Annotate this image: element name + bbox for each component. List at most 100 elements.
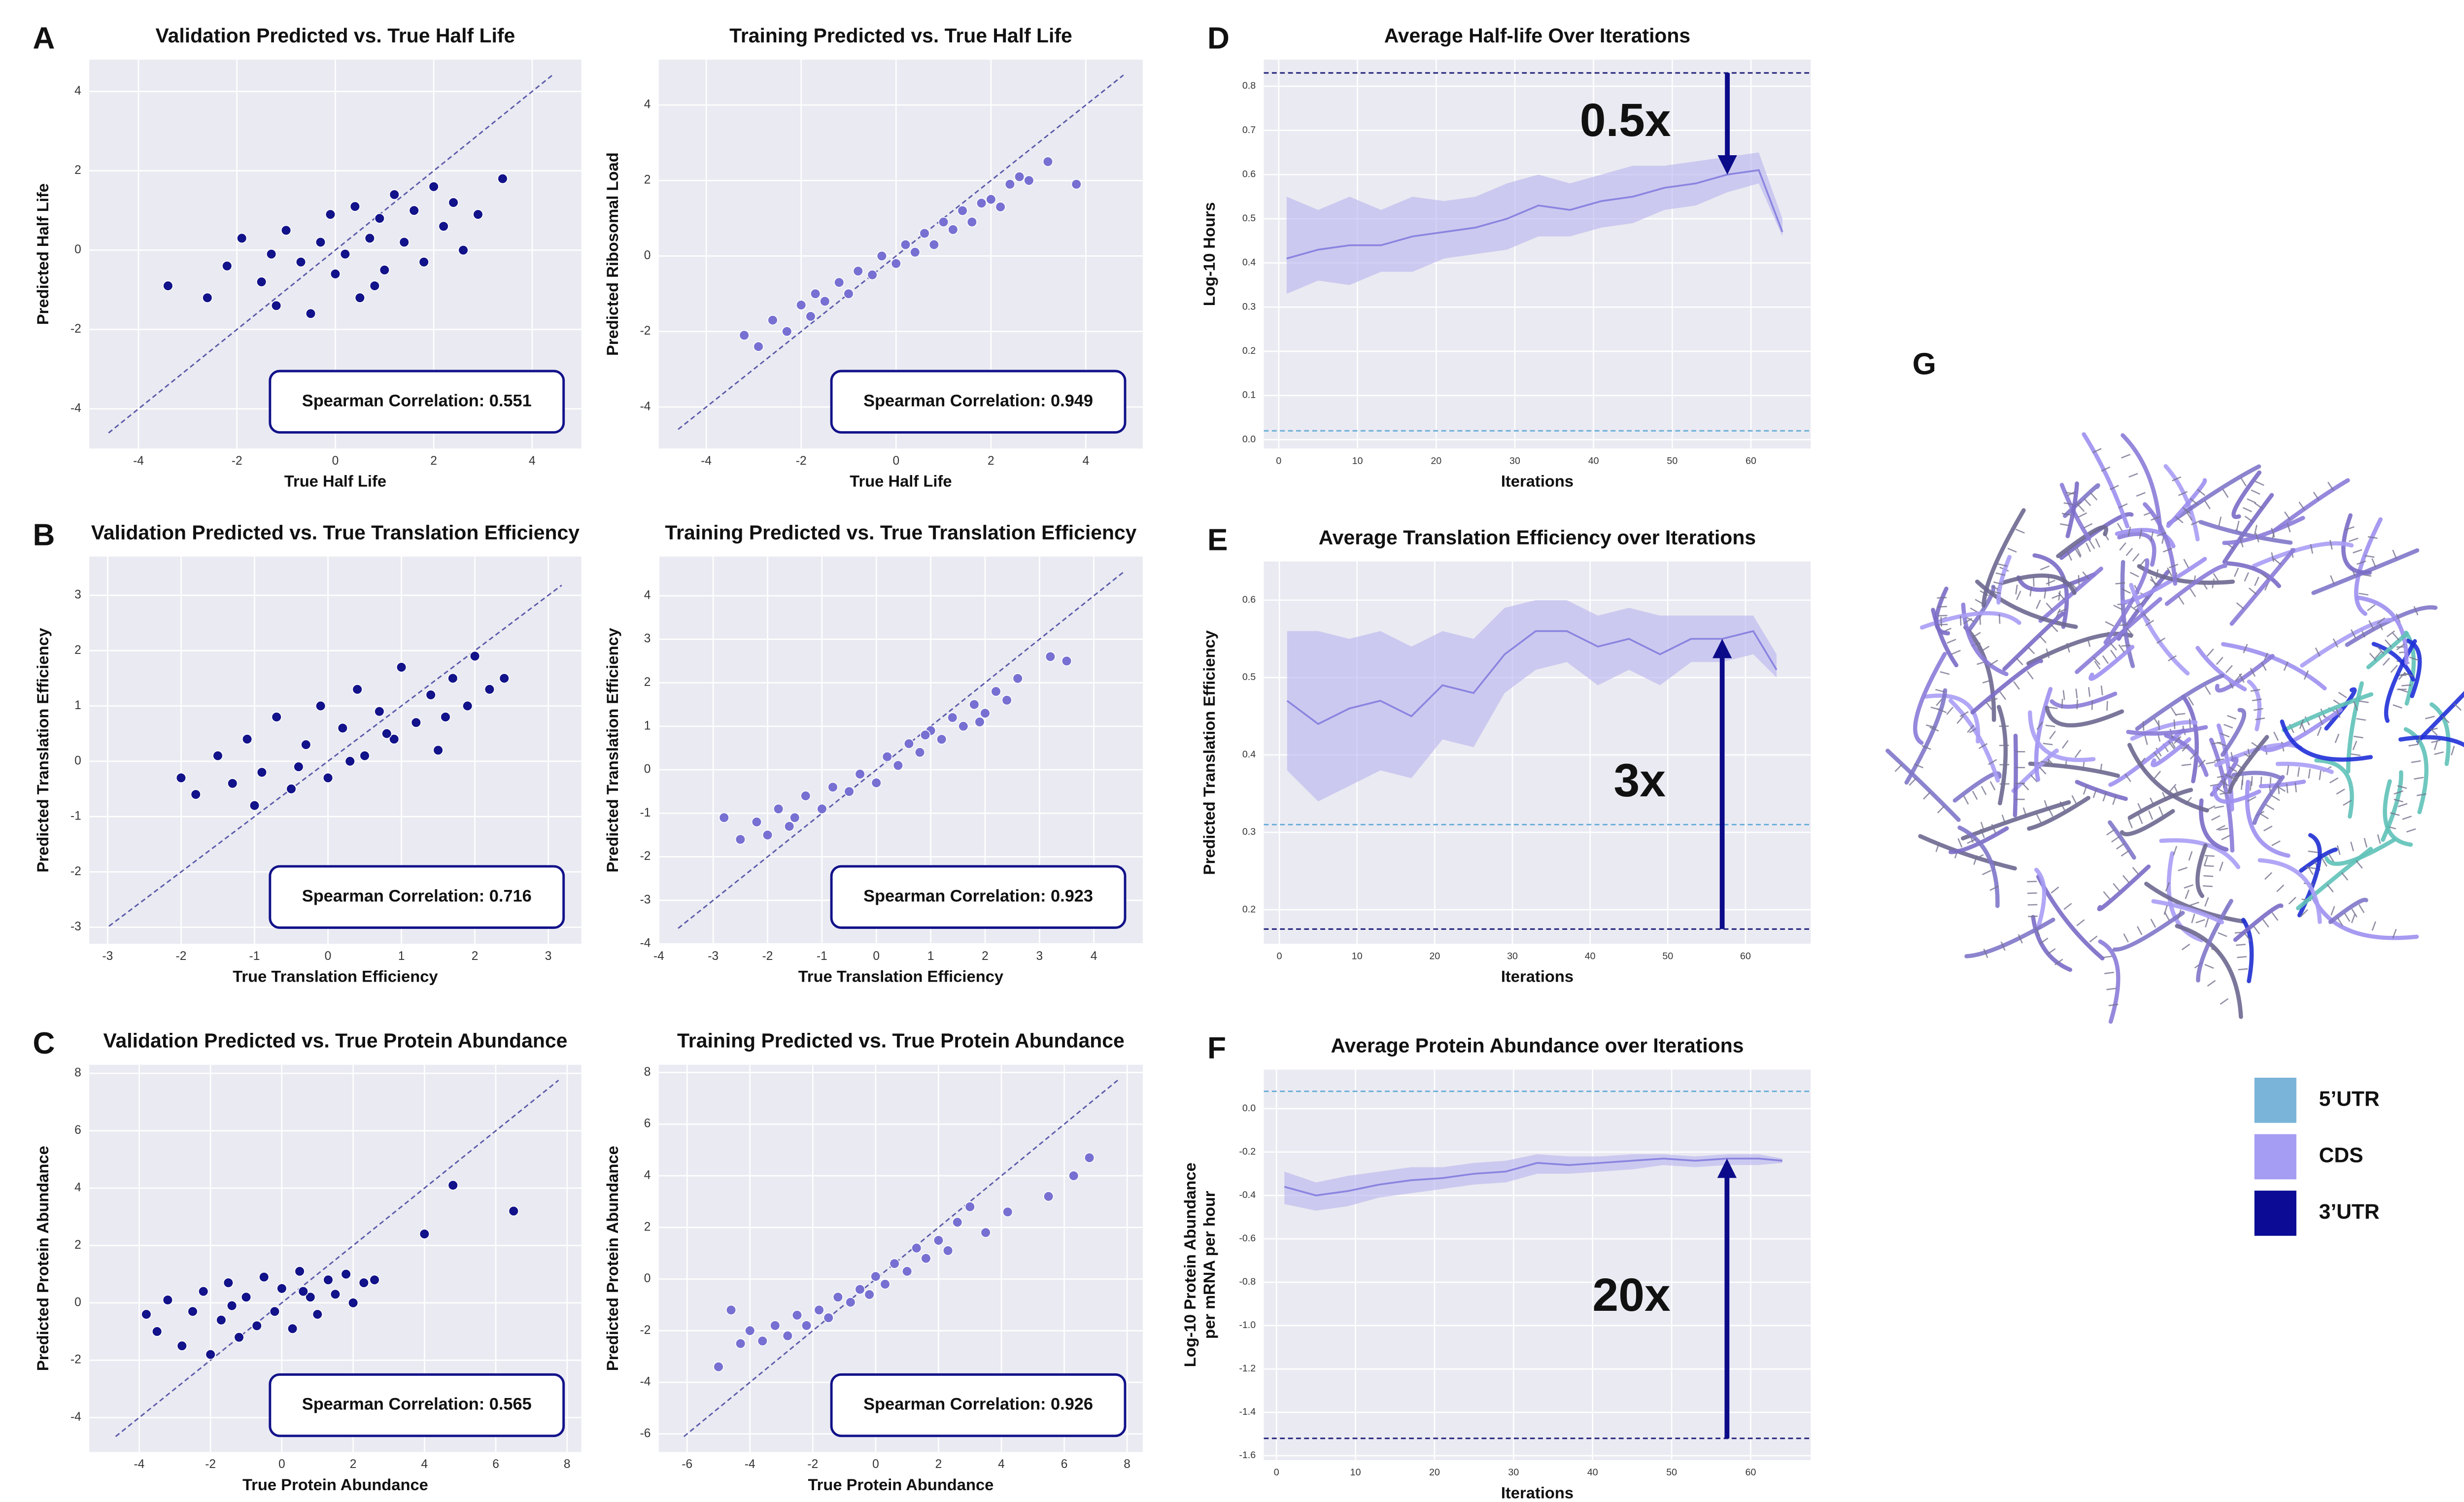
base-pair xyxy=(2044,588,2047,599)
rna-strand xyxy=(2028,710,2096,762)
rna-strand xyxy=(2247,680,2262,732)
x-axis-label: True Protein Abundance xyxy=(242,1475,428,1494)
scatter-point xyxy=(280,225,292,236)
base-pair xyxy=(2156,532,2166,537)
base-pair xyxy=(2178,867,2188,872)
base-pair xyxy=(2398,688,2408,693)
base-pair xyxy=(2392,632,2400,641)
scatter-point xyxy=(1068,1170,1079,1181)
base-pair xyxy=(2384,639,2392,648)
base-pair xyxy=(2113,883,2120,891)
annotation-box xyxy=(269,865,565,929)
chart-title: Average Translation Efficiency over Iter… xyxy=(1319,526,1756,548)
scatter-point xyxy=(428,181,439,192)
rna-strand xyxy=(2345,605,2438,647)
scatter-point xyxy=(458,244,469,256)
base-pair xyxy=(2451,746,2455,755)
base-pair xyxy=(2211,742,2222,745)
annotation: 0.5x xyxy=(1580,94,1671,146)
rna-strand xyxy=(2121,433,2163,533)
x-tick-label: 6 xyxy=(1061,1458,1068,1471)
x-tick-label: 1 xyxy=(927,950,934,963)
scatter-point xyxy=(919,228,930,239)
y-tick-label: -4 xyxy=(640,400,651,413)
rna-strand xyxy=(2355,595,2409,665)
y-tick-label: 0.3 xyxy=(1242,301,1256,312)
base-pair xyxy=(2063,502,2074,506)
scatter-point xyxy=(867,270,878,280)
rna-strand xyxy=(2036,874,2105,961)
base-pair xyxy=(2220,792,2230,795)
rna-strand xyxy=(1957,825,2000,908)
base-pair xyxy=(2122,588,2131,594)
rna-strand xyxy=(2151,737,2191,767)
base-pair xyxy=(2353,735,2363,739)
x-tick-label: 20 xyxy=(1429,951,1440,962)
y-axis-label: Predicted Protein Abundance xyxy=(34,1146,52,1371)
rna-strand xyxy=(2198,520,2293,545)
scatter-point xyxy=(448,197,459,208)
scatter-point xyxy=(921,1253,931,1264)
rna-strand xyxy=(1913,651,1947,745)
scatter-point xyxy=(864,1289,875,1300)
scatter-point xyxy=(176,1340,187,1351)
base-pair xyxy=(2142,721,2145,731)
rna-strand xyxy=(2222,493,2274,564)
base-pair xyxy=(2430,728,2438,736)
base-pair xyxy=(2169,563,2179,569)
scatter-point xyxy=(1012,673,1023,684)
base-pair xyxy=(2058,590,2061,601)
base-pair xyxy=(2083,523,2093,529)
scatter-point xyxy=(876,250,888,262)
base-pair xyxy=(2138,815,2143,824)
base-pair xyxy=(2390,812,2400,816)
base-pair xyxy=(2117,523,2123,532)
x-axis-label: Iterations xyxy=(1501,1483,1574,1502)
base-pair xyxy=(2329,777,2339,784)
base-pair xyxy=(2071,795,2077,805)
rna-strand xyxy=(2275,761,2334,774)
base-pair xyxy=(2047,758,2055,767)
chart-title: Validation Predicted vs. True Protein Ab… xyxy=(103,1029,568,1052)
chart-title: Training Predicted vs. True Half Life xyxy=(729,24,1072,47)
base-pair xyxy=(1982,870,1991,876)
base-pair xyxy=(2327,884,2334,892)
x-tick-label: 50 xyxy=(1666,1467,1677,1478)
rna-strand xyxy=(1970,659,2044,715)
x-tick-label: 50 xyxy=(1662,951,1673,962)
rna-strand xyxy=(2034,867,2047,930)
y-axis-label: Log-10 Hours xyxy=(1200,202,1218,306)
scatter-point xyxy=(141,1309,152,1320)
scatter-point xyxy=(438,221,449,232)
scatter-point xyxy=(817,803,827,815)
rna-strand xyxy=(1952,771,2002,803)
scatter-point xyxy=(223,1277,234,1288)
base-pair xyxy=(2343,799,2352,806)
base-pair xyxy=(1956,716,1964,724)
base-pair xyxy=(2062,690,2065,700)
identity-line xyxy=(678,571,1124,929)
rna-strand xyxy=(2273,478,2350,532)
rna-strand xyxy=(1996,555,2012,605)
y-tick-label: -0.6 xyxy=(1239,1233,1256,1244)
x-axis-label: True Half Life xyxy=(284,472,386,490)
x-tick-label: -2 xyxy=(796,454,807,468)
base-pair xyxy=(2013,681,2020,690)
base-pair xyxy=(2154,771,2161,779)
base-pair xyxy=(2123,933,2129,943)
base-pair xyxy=(2298,501,2305,511)
base-pair xyxy=(2039,766,2047,775)
scatter-point xyxy=(1004,179,1016,190)
rna-strand xyxy=(2296,847,2373,911)
base-pair xyxy=(2061,740,2069,749)
base-pair xyxy=(2134,602,2143,609)
scatter-point xyxy=(323,1274,334,1285)
base-pair xyxy=(2255,717,2265,720)
scatter-point xyxy=(266,248,277,260)
rna-strand xyxy=(2209,738,2235,853)
base-pair xyxy=(2046,580,2055,585)
base-pair xyxy=(2368,620,2374,630)
base-pair xyxy=(2127,526,2131,537)
rna-strand xyxy=(2166,851,2204,943)
